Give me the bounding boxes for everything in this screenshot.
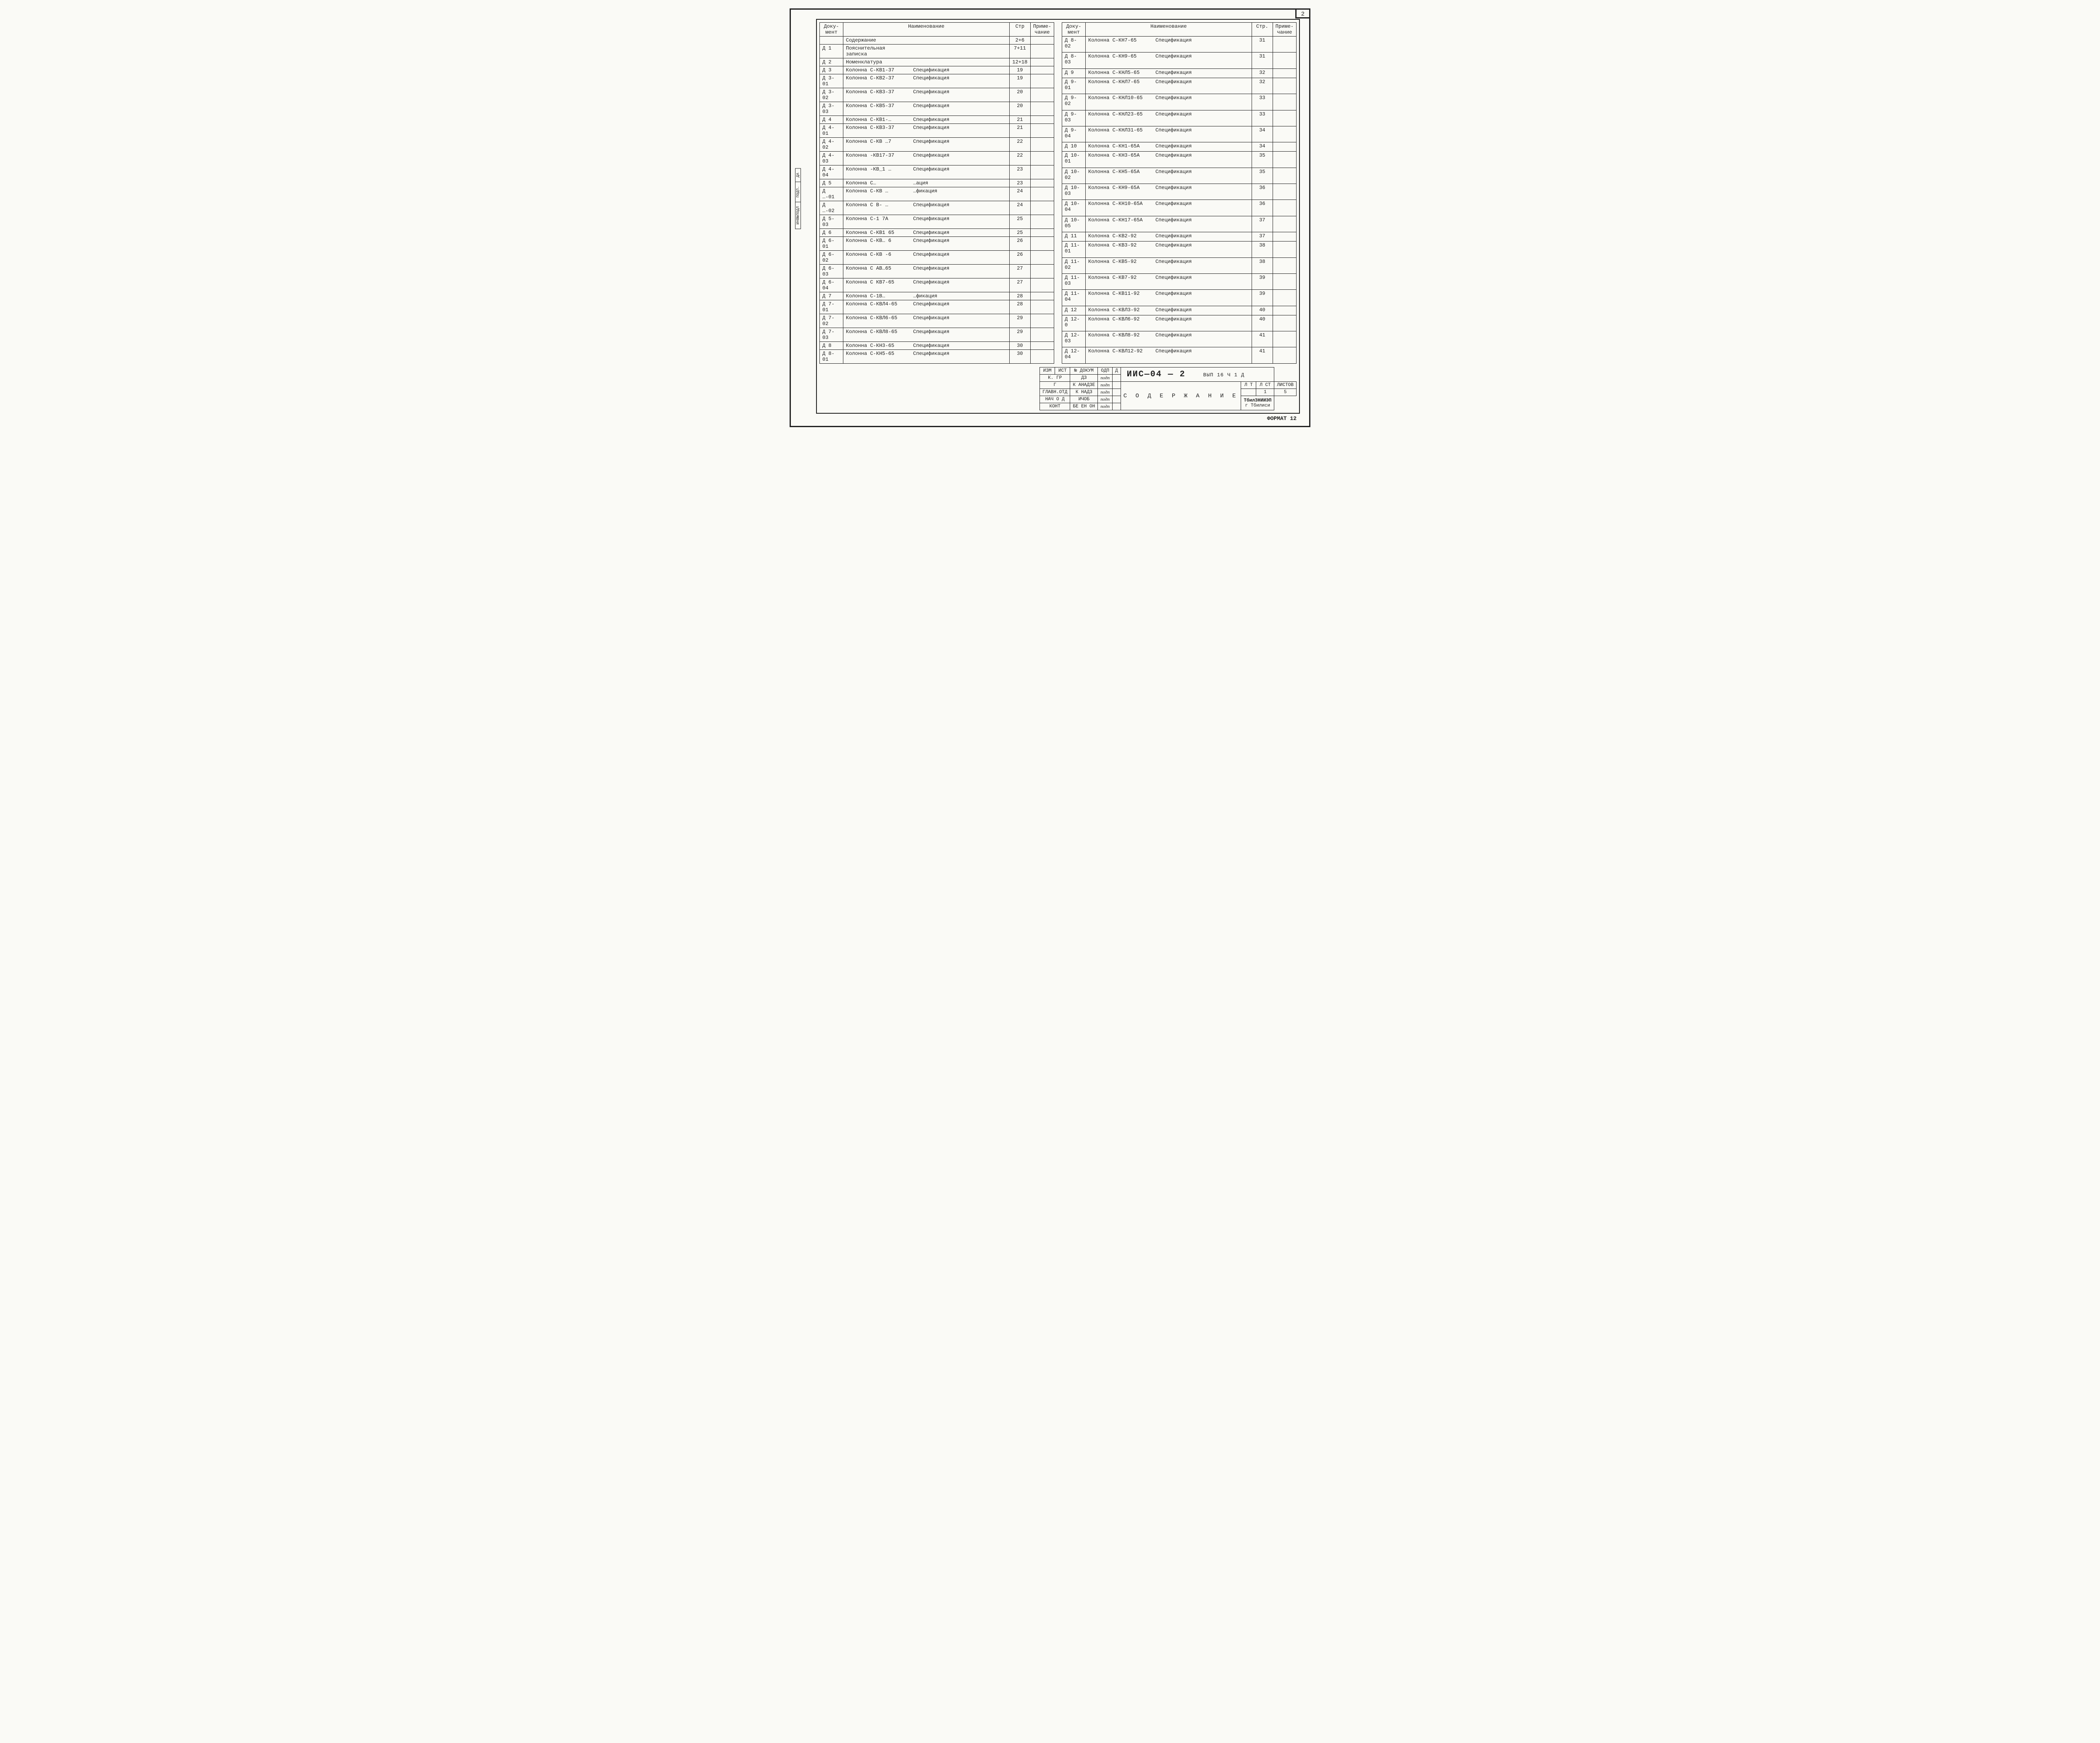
inner-frame: Доку- мент Наименование Стр Приме- чание… <box>816 19 1300 414</box>
toc-row: Д 4Колонна С-КВ1-…Спецификация21 <box>820 116 1054 124</box>
toc-row: Д 6-01Колонна С-КВ… 6Спецификация26 <box>820 237 1054 251</box>
col-header-note: Приме- чание <box>1030 23 1054 37</box>
binding-side-strip: ИНВ№ПОДЛПОДП.ДА <box>795 168 801 229</box>
toc-row: Д 5Колонна С……ация23 <box>820 179 1054 187</box>
page-number-tab: 2 <box>1295 8 1310 18</box>
toc-row: Д 10-01Колонна С-КН3-65АСпецификация35 <box>1062 152 1297 168</box>
col-header-name: Наименование <box>843 23 1010 37</box>
toc-row: Д 12-03Колонна С-КВЛ8-92Спецификация41 <box>1062 331 1297 347</box>
toc-table-left: Доку- мент Наименование Стр Приме- чание… <box>819 22 1054 364</box>
toc-row: Д 11-01Колонна С-КВ3-92Спецификация38 <box>1062 242 1297 257</box>
format-label: ФОРМАТ 12 <box>816 414 1300 422</box>
toc-row: Д 6Колонна С-КВ1 65Спецификация25 <box>820 229 1054 237</box>
toc-row: Д 7-03Колонна С-КВЛ8-65Спецификация29 <box>820 328 1054 342</box>
toc-row: Д 8-03Колонна С-КН9-65Спецификация31 <box>1062 52 1297 68</box>
col-header-page: Стр <box>1009 23 1030 37</box>
toc-row: Д 9-04Колонна С-КНЛ31-65Спецификация34 <box>1062 126 1297 142</box>
toc-row: Д 9-03Колонна С-КНЛ23-65Спецификация33 <box>1062 110 1297 126</box>
toc-row: Д 12-0Колонна С-КВЛ6-92Спецификация40 <box>1062 315 1297 331</box>
toc-row: Д 12Колонна С-КВЛ3-92Спецификация40 <box>1062 306 1297 315</box>
toc-row: Д 2Номенклатура12+18 <box>820 58 1054 66</box>
toc-row: Д 10-02Колонна С-КН5-65АСпецификация35 <box>1062 168 1297 184</box>
toc-row: Д 11-02Колонна С-КВ5-92Спецификация38 <box>1062 257 1297 273</box>
toc-row: Д 7Колонна С-1В……фикация28 <box>820 292 1054 300</box>
toc-row: Д …-01Колонна С-КВ ……фикация24 <box>820 187 1054 201</box>
toc-row: Д 12-04Колонна С-КВЛ12-92Спецификация41 <box>1062 347 1297 364</box>
col-header-page: Стр. <box>1252 23 1273 37</box>
toc-row: Д 9Колонна С-КНЛ5-65Спецификация32 <box>1062 68 1297 78</box>
title-block: ИЗМ ИСТ № ДОКУМ ОДП Д ИИС—04 — 2 ВЫП 16 … <box>1040 367 1297 410</box>
toc-row: Д 7-01Колонна С-КВЛ4-65Спецификация28 <box>820 300 1054 314</box>
toc-row: Д 10-05Колонна С-КН17-65АСпецификация37 <box>1062 216 1297 232</box>
toc-row: Д 3Колонна С-КВ1-37Спецификация19 <box>820 66 1054 74</box>
toc-row: Д 10-04Колонна С-КН10-65АСпецификация36 <box>1062 200 1297 216</box>
col-header-name: Наименование <box>1086 23 1252 37</box>
toc-row: Содержание2+6 <box>820 37 1054 45</box>
toc-row: Д …-02Колонна С В- …Спецификация24 <box>820 201 1054 215</box>
toc-row: Д 3-01Колонна С-КВ2-37Спецификация19 <box>820 74 1054 88</box>
toc-row: Д 7-02Колонна С-КВЛ6-65Спецификация29 <box>820 314 1054 328</box>
col-header-note: Приме- чание <box>1273 23 1296 37</box>
toc-row: Д 9-01Колонна С-КНЛ7-65Спецификация32 <box>1062 78 1297 94</box>
toc-row: Д 11-04Колонна С-КВ11-92Спецификация39 <box>1062 290 1297 306</box>
toc-row: Д 8-01Колонна С-КН5-65Спецификация30 <box>820 350 1054 364</box>
toc-row: Д 4-01Колонна С-КВ3-37Спецификация21 <box>820 124 1054 138</box>
toc-row: Д 4-04Колонна -КВ_1 …Спецификация23 <box>820 165 1054 179</box>
drawing-sheet: 2 ИНВ№ПОДЛПОДП.ДА Доку- мент Наименовани… <box>790 8 1310 427</box>
toc-row: Д 6-04Колонна С КВ7-65Спецификация27 <box>820 278 1054 292</box>
toc-row: Д 3-03Колонна С-КВ5-37Спецификация20 <box>820 102 1054 116</box>
toc-row: Д 3-02Колонна С-КВ3-37Спецификация20 <box>820 88 1054 102</box>
toc-row: Д 11-03Колонна С-КВ7-92Спецификация39 <box>1062 273 1297 289</box>
document-title: С О Д Е Р Ж А Н И Е <box>1121 382 1241 410</box>
project-code: ИИС—04 — 2 ВЫП 16 Ч 1 Д <box>1121 368 1274 382</box>
col-header-doc: Доку- мент <box>820 23 843 37</box>
toc-row: Д 8Колонна С-КН3-65Спецификация30 <box>820 342 1054 350</box>
toc-row: Д 9-02Колонна С-КНЛ10-65Спецификация33 <box>1062 94 1297 110</box>
toc-table-right: Доку- мент Наименование Стр. Приме- чани… <box>1062 22 1297 364</box>
col-header-doc: Доку- мент <box>1062 23 1086 37</box>
toc-row: Д 4-02Колонна С-КВ …7Спецификация22 <box>820 138 1054 152</box>
toc-row: Д 6-03Колонна С АВ…65Спецификация27 <box>820 265 1054 278</box>
toc-row: Д 10-03Колонна С-КН9-65АСпецификация36 <box>1062 184 1297 200</box>
organization: ТбилЗНИИЭП г Тбилиси <box>1241 396 1274 410</box>
toc-row: Д 10Колонна С-КН1-65АСпецификация34 <box>1062 142 1297 152</box>
toc-row: Д 11Колонна С-КВ2-92Спецификация37 <box>1062 232 1297 242</box>
toc-row: Д 5-03Колонна С-1 7АСпецификация25 <box>820 215 1054 229</box>
toc-row: Д 6-02Колонна С-КВ -6Спецификация26 <box>820 251 1054 265</box>
toc-row: Д 8-02Колонна С-КН7-65Спецификация31 <box>1062 37 1297 52</box>
toc-row: Д 1Пояснительная записка7+11 <box>820 45 1054 58</box>
toc-row: Д 4-03Колонна -КВ17-37Спецификация22 <box>820 152 1054 165</box>
